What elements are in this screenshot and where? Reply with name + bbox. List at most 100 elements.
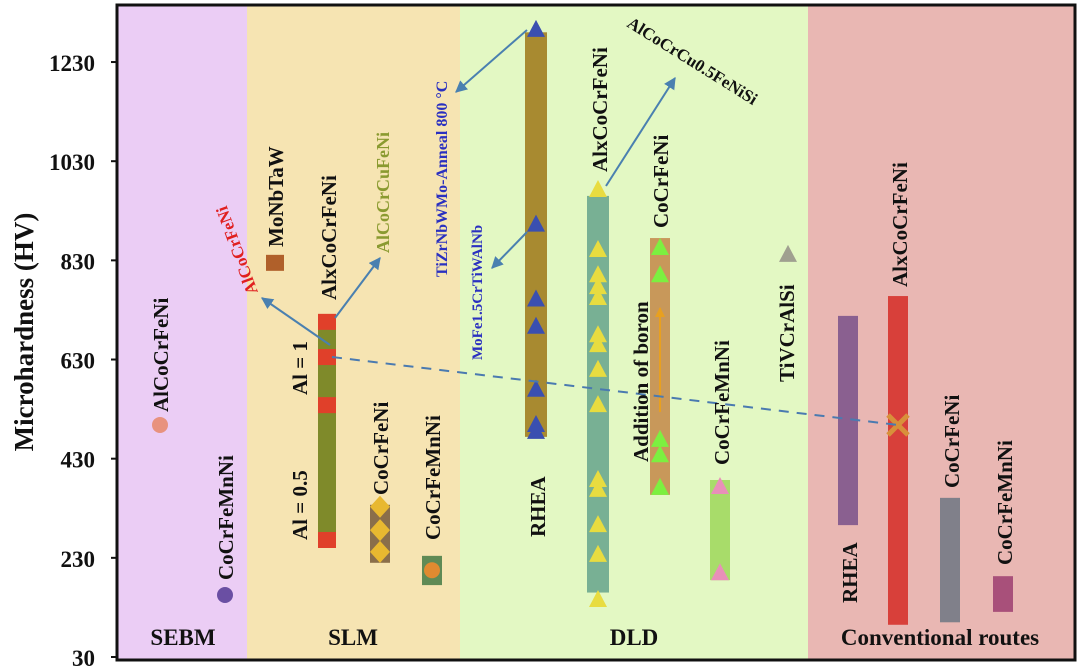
series-slm-alxcocrfeni [318,313,336,548]
data-point-triangle [651,445,669,463]
annotation-text: TiZrNbWMo-Anneal 800 °C [434,81,451,277]
series-sebm-alcocrfeni [152,416,168,433]
range-bar [993,576,1013,612]
data-point-triangle [589,359,607,377]
annotation-arrow [261,297,331,346]
data-point-triangle [527,19,545,37]
data-point-triangle [527,421,545,439]
data-point-cross [886,413,910,437]
series-conventional-routes-alxcocrfeni [886,296,910,625]
y-tick-label: 30 [72,646,95,671]
data-point-triangle [651,429,669,447]
annotation-text: Addition of boron [629,301,653,462]
region-label: Conventional routes [841,625,1039,650]
data-point-triangle [527,214,545,232]
lines-layer [261,29,899,426]
series-label: MoNbTaW [264,146,288,247]
series-label: AlCoCrFeNi [149,298,173,412]
range-bar [318,317,336,548]
series-conventional-routes-cocrfemnni [993,576,1013,612]
data-point-triangle [589,325,607,343]
data-point-triangle [589,335,607,353]
plot-frame [115,3,1077,662]
data-point-triangle [589,239,607,257]
data-point-triangle [589,479,607,497]
data-point-triangle [589,265,607,283]
data-point-triangle [527,289,545,307]
data-point-diamond [370,519,390,542]
range-bar [888,296,908,625]
series-label: CoCrFeMnNi [993,440,1017,565]
series-conventional-routes-rhea [838,315,858,526]
range-bar [710,479,730,581]
data-point-triangle [589,469,607,487]
y-tick-label: 1030 [49,150,95,175]
data-point-square [266,254,284,271]
y-tick-label: 830 [61,249,96,274]
annotation-text: AlCoCrCuFeNi [373,132,393,253]
data-point-triangle [779,244,797,262]
series-label: CoCrFeNi [369,402,393,495]
data-point-square [318,313,336,330]
y-tick-label: 230 [61,547,96,572]
data-point-triangle [651,477,669,495]
y-tick-label: 1230 [49,51,95,76]
annotation-arrow [455,29,528,93]
dashed-trend-line [331,356,899,426]
data-point-circle [424,562,440,579]
series-slm-monbtaw [266,254,284,271]
data-point-triangle [651,237,669,255]
series-label: CoCrFeMnNi [421,415,445,540]
region-label: SLM [328,625,378,650]
series-slm-cocrfeni [370,495,390,563]
series-label: RHEA [526,475,550,537]
data-point-circle [152,416,168,433]
region-label: SEBM [150,625,215,650]
annotation-text: Al = 0.5 [288,470,312,540]
bars-layer [152,19,1013,625]
data-point-triangle [589,589,607,607]
series-label: CoCrFeMnNi [710,340,734,465]
series-label: AlxCoCrFeNi [888,162,912,287]
series-dld-alxcocrfeni [587,179,609,607]
series-dld-tivcralsi [779,244,797,262]
annotation-text: MoFe1.5CrTiWAlNb [470,225,486,360]
annotation-arrow [334,257,381,319]
data-point-square [318,397,336,414]
axis-layer: 30 230 430 630 830 1030 1230 Microhardness (HV) [9,3,1077,671]
range-bar [525,32,547,437]
y-axis-title: Microhardness (HV) [9,213,39,452]
series-label: AlxCoCrFeNi [588,47,612,172]
data-point-triangle [711,476,729,494]
data-point-triangle [589,277,607,295]
series-sebm-cocrfemnni [217,587,233,604]
series-dld-cocrfemnni [710,476,730,581]
series-label: CoCrFeMnNi [214,455,238,580]
data-point-triangle [527,379,545,397]
series-conventional-routes-cocrfeni [940,497,960,623]
data-point-square [318,531,336,548]
data-point-triangle [589,395,607,413]
y-tick-label: 430 [61,448,96,473]
series-label: CoCrFeNi [649,135,673,228]
regions-layer [117,5,1075,660]
data-point-triangle [651,265,669,283]
region-dld [460,5,808,660]
region-slm [247,5,460,660]
range-bar [940,497,960,623]
series-dld-rhea [525,19,547,439]
data-point-triangle [589,544,607,562]
y-tick-label: 630 [61,349,96,374]
data-point-triangle [527,316,545,334]
range-bar [838,315,858,526]
data-point-square [318,349,336,366]
series-label: TiVCrAlSi [775,284,799,382]
data-point-triangle [711,563,729,581]
data-point-circle [217,587,233,604]
region-sebm [117,5,247,660]
region-label: DLD [610,625,659,650]
data-point-triangle [589,288,607,306]
data-point-triangle [589,179,607,197]
